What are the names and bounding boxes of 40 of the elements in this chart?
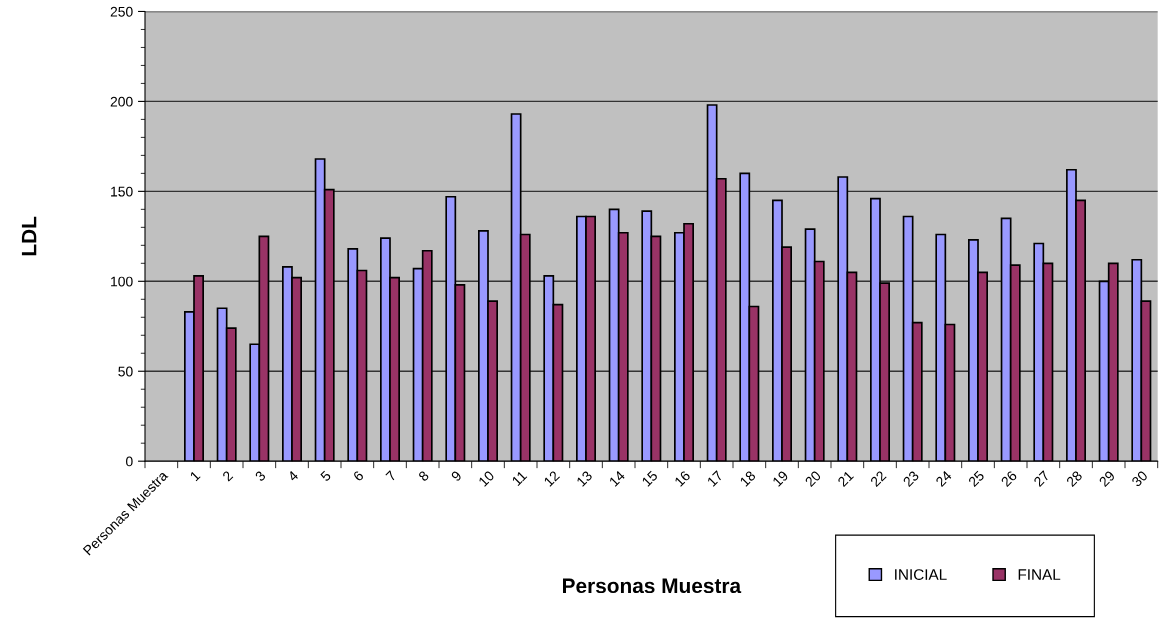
x-tick-label: 21 [837, 470, 854, 488]
legend-label: FINAL [1018, 569, 1061, 580]
x-tick-label: 25 [967, 470, 985, 488]
x-tick-label: 26 [1000, 470, 1018, 488]
x-tick-label: 18 [739, 470, 757, 487]
x-tick-label: 16 [674, 470, 691, 487]
x-tick-label: 10 [478, 470, 495, 487]
y-tick-label: 250 [110, 6, 133, 17]
x-tick-label: 2 [221, 470, 234, 482]
x-tick-label: 15 [641, 470, 659, 487]
x-tick-label: 17 [706, 470, 724, 487]
x-tick-label: 13 [576, 470, 593, 487]
x-tick-label: 7 [385, 470, 397, 482]
x-tick-label: 24 [935, 470, 953, 488]
y-tick-label: 50 [118, 366, 133, 377]
y-tick-label: 150 [111, 186, 133, 197]
legend-label: INICIAL [895, 569, 947, 580]
x-tick-label: 5 [319, 470, 332, 482]
x-axis-title: Personas Muestra [563, 578, 742, 594]
x-tick-label: 3 [254, 470, 267, 482]
x-tick-label: 8 [417, 470, 430, 482]
x-tick-label: 23 [902, 470, 920, 488]
x-tick-label: 29 [1098, 470, 1116, 488]
y-tick-label: 100 [111, 276, 133, 287]
x-tick-label: 28 [1065, 470, 1083, 488]
x-tick-label: 30 [1131, 470, 1149, 488]
x-tick-label: 1 [189, 470, 201, 482]
x-tick-label: 14 [608, 470, 626, 487]
y-tick-label: 200 [110, 96, 133, 107]
y-axis-title: LDL [21, 216, 37, 256]
x-tick-label: 4 [287, 470, 299, 482]
x-tick-label: 19 [772, 470, 789, 487]
x-tick-label: 22 [869, 470, 887, 488]
x-tick-label: 11 [511, 470, 528, 487]
x-tick-label: 12 [543, 470, 560, 487]
y-tick-label: 0 [126, 456, 133, 467]
x-tick-label: 9 [450, 470, 463, 482]
x-tick-label: 20 [804, 470, 822, 488]
x-tick-label: 27 [1033, 470, 1050, 488]
x-tick-label: 6 [352, 470, 365, 482]
